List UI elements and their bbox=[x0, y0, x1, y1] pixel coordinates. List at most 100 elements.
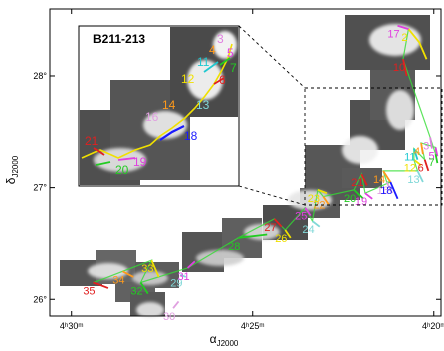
filament-12 bbox=[413, 158, 422, 167]
filament-label-32: 32 bbox=[130, 286, 142, 298]
filament-14 bbox=[382, 170, 392, 183]
filament-label-28: 28 bbox=[228, 241, 240, 253]
filament-label-11: 11 bbox=[404, 152, 415, 164]
filament-23 bbox=[317, 189, 328, 195]
filament-21 bbox=[360, 173, 368, 186]
filament-label-19: 19 bbox=[355, 196, 367, 208]
zoom-region-box bbox=[304, 87, 443, 206]
filament-label-22: 22 bbox=[313, 200, 325, 212]
filament-label-26: 26 bbox=[275, 233, 287, 245]
filament-35 bbox=[93, 281, 109, 289]
filament-label-7: 7 bbox=[429, 157, 435, 169]
filament-7 bbox=[434, 153, 439, 164]
filament-24 bbox=[311, 220, 321, 228]
plot-frame bbox=[49, 8, 442, 317]
inset-title: B211-213 bbox=[93, 32, 145, 46]
filament-34 bbox=[121, 270, 134, 278]
filament-10 bbox=[402, 59, 408, 77]
filament-19 bbox=[364, 192, 373, 200]
inset-label-11: 11 bbox=[197, 55, 210, 69]
inset-label-3: 3 bbox=[217, 32, 224, 46]
filament-16 bbox=[385, 181, 393, 194]
filament-label-29: 29 bbox=[170, 278, 182, 290]
filament-label-33: 33 bbox=[141, 263, 153, 275]
axis-ticks: 4ʰ30ᵐ 4ʰ25ᵐ 4ʰ20ᵐ 26° 27° 28° bbox=[33, 9, 444, 331]
x-tick-label: 4ʰ30ᵐ bbox=[60, 321, 84, 331]
filament-label-14: 14 bbox=[373, 174, 385, 186]
filament-label-17: 17 bbox=[387, 29, 399, 41]
filament-33 bbox=[150, 259, 160, 278]
filament-label-16: 16 bbox=[377, 185, 389, 197]
filament-29 bbox=[179, 273, 187, 278]
filament-label-10: 10 bbox=[393, 62, 405, 74]
filament-label-24: 24 bbox=[302, 224, 314, 236]
filament-label-5: 5 bbox=[429, 150, 435, 162]
filament-label-2: 2 bbox=[401, 32, 407, 44]
inset-filament-21 bbox=[93, 147, 105, 156]
inset-label-4: 4 bbox=[209, 43, 216, 57]
inset-label-6: 6 bbox=[219, 73, 226, 87]
y-tick-label: 27° bbox=[33, 183, 47, 193]
filament-17 bbox=[397, 24, 409, 30]
inset-filament-20 bbox=[95, 161, 111, 166]
filament-25 bbox=[304, 207, 312, 217]
y-axis-title: δJ2000 bbox=[4, 155, 20, 184]
x-axis-title: αJ2000 bbox=[210, 332, 239, 348]
filament-22 bbox=[322, 196, 330, 205]
filament-4 bbox=[420, 142, 424, 155]
filament-label-23: 23 bbox=[308, 193, 320, 205]
filament-label-25: 25 bbox=[295, 211, 307, 223]
filament-label-34: 34 bbox=[112, 274, 124, 286]
filament-5 bbox=[434, 147, 439, 157]
inset-label-16: 16 bbox=[145, 110, 159, 124]
filament-label-4: 4 bbox=[414, 146, 420, 158]
inset-filament-6 bbox=[213, 77, 225, 85]
inset-spine bbox=[81, 43, 233, 159]
inset-label-18: 18 bbox=[184, 129, 198, 143]
filament-26 bbox=[284, 229, 292, 239]
filament-11 bbox=[412, 148, 419, 160]
x-tick-label: 4ʰ25ᵐ bbox=[241, 321, 265, 331]
inset-label-21: 21 bbox=[85, 134, 99, 148]
filament-18 bbox=[389, 181, 399, 200]
filament-label-12: 12 bbox=[404, 163, 416, 175]
zoom-connector-top bbox=[238, 25, 306, 89]
filament-label-27: 27 bbox=[264, 222, 276, 234]
y-tick-label: 28° bbox=[33, 71, 47, 81]
filament-2 bbox=[407, 28, 428, 60]
filament-label-20: 20 bbox=[344, 193, 356, 205]
filament-label-21: 21 bbox=[351, 177, 363, 189]
inset-label-20: 20 bbox=[115, 163, 129, 177]
filament-31 bbox=[186, 260, 196, 269]
filament-32 bbox=[139, 282, 149, 295]
inset-filament-7 bbox=[219, 57, 231, 66]
inset-label-12: 12 bbox=[181, 72, 195, 86]
inset-label-7: 7 bbox=[230, 61, 237, 75]
filament-label-13: 13 bbox=[407, 174, 419, 186]
inset-filament-19 bbox=[117, 157, 136, 161]
filament-series bbox=[93, 24, 439, 309]
y-tick-label: 26° bbox=[33, 294, 47, 304]
inset-filament-11 bbox=[203, 61, 219, 73]
inset-filament-18 bbox=[159, 125, 185, 141]
inset-label-19: 19 bbox=[133, 155, 147, 169]
filament-label-3: 3 bbox=[423, 140, 429, 152]
filament-label-18: 18 bbox=[380, 185, 392, 197]
filament-13 bbox=[416, 170, 424, 183]
filament-label-30: 30 bbox=[163, 311, 175, 323]
filament-6 bbox=[423, 159, 430, 172]
filament-3 bbox=[429, 137, 433, 149]
x-tick-label: 4ʰ20ᵐ bbox=[422, 321, 444, 331]
filament-20 bbox=[353, 189, 364, 200]
inset-label-14: 14 bbox=[162, 98, 176, 112]
filament-label-31: 31 bbox=[177, 271, 189, 283]
filament-label-35: 35 bbox=[83, 286, 95, 298]
filament-27 bbox=[273, 218, 283, 228]
filament-label-6: 6 bbox=[418, 163, 424, 175]
inset-label-13: 13 bbox=[196, 98, 210, 112]
filament-28 bbox=[238, 233, 268, 239]
inset-label-5: 5 bbox=[227, 46, 234, 60]
